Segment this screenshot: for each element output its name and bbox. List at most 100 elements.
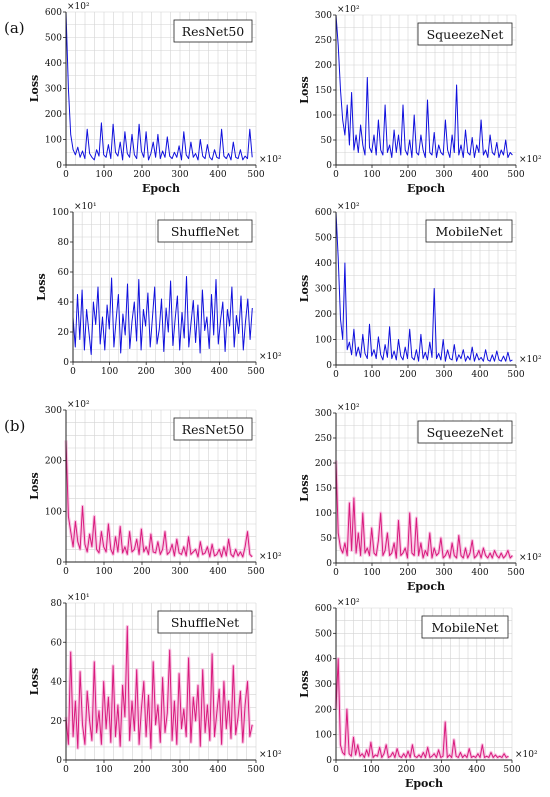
y-tick-label: 200 <box>315 61 332 71</box>
x-tick-label: 0 <box>70 367 76 377</box>
x-tick-label: 500 <box>247 367 264 377</box>
x-tick-label: 0 <box>63 567 69 577</box>
title-box <box>417 420 513 444</box>
y-tick-label: 300 <box>45 406 62 416</box>
x-axis-title: Epoch <box>142 182 180 195</box>
y-axis-title: Loss <box>298 474 311 501</box>
y-tick-label: 600 <box>315 208 332 218</box>
y-tick-label: 250 <box>315 434 332 444</box>
section-label-a: (a) <box>4 19 25 37</box>
y-tick-label: 80 <box>51 599 63 609</box>
y-tick-label: 200 <box>315 459 332 469</box>
y-tick-label: 50 <box>321 136 333 146</box>
x-multiplier-label: ×10² <box>259 750 282 760</box>
y-tick-label: 200 <box>315 310 332 320</box>
chart-b-squeezenet: 0 50 100 150 200 250 300 0 100 200 300 400 500 ×10² ×1… <box>298 403 542 593</box>
x-tick-label: 0 <box>63 765 69 775</box>
x-tick-label: 500 <box>507 370 524 380</box>
y-tick-label: 200 <box>315 705 332 715</box>
x-tick-label: 100 <box>101 367 118 377</box>
y-tick-label: 100 <box>315 731 332 741</box>
title-box <box>157 219 253 243</box>
y-tick-label: 100 <box>315 509 332 519</box>
series-line <box>335 658 509 758</box>
chart-title: SqueezeNet <box>427 425 504 440</box>
title-box <box>425 219 513 243</box>
x-multiplier-label: ×10² <box>515 750 538 760</box>
chart-title: MobileNet <box>435 224 502 239</box>
y-tick-label: 100 <box>315 336 332 346</box>
y-tick-label: 200 <box>45 110 62 120</box>
y-multiplier-label: ×10² <box>337 5 360 15</box>
x-tick-label: 300 <box>171 170 188 180</box>
y-tick-label: 80 <box>58 238 70 248</box>
x-multiplier-label: ×10² <box>259 155 282 165</box>
y-tick-label: 0 <box>326 756 332 766</box>
y-tick-label: 300 <box>45 85 62 95</box>
x-tick-label: 400 <box>209 567 226 577</box>
y-tick-label: 600 <box>315 604 332 614</box>
y-tick-label: 250 <box>315 36 332 46</box>
x-tick-label: 0 <box>333 765 339 775</box>
y-tick-label: 100 <box>45 136 62 146</box>
x-tick-label: 300 <box>435 370 452 380</box>
x-tick-label: 500 <box>247 170 264 180</box>
chart-b-resnet50: 0 100 200 300 0 100 200 300 400 500 ×10² ×10² Loss Re… <box>28 400 282 577</box>
title-box <box>173 19 253 43</box>
y-tick-label: 0 <box>56 558 62 568</box>
x-multiplier-label: ×10² <box>519 155 542 165</box>
chart-a-squeezenet: 0 50 100 150 200 250 300 0 100 200 300 400 500 ×10² ×1… <box>298 5 542 195</box>
y-tick-label: 100 <box>45 507 62 517</box>
chart-title: ResNet50 <box>182 422 245 437</box>
x-tick-label: 200 <box>138 367 155 377</box>
y-tick-label: 20 <box>58 328 70 338</box>
chart-title: ResNet50 <box>182 24 245 39</box>
x-axis-title: Epoch <box>405 777 443 790</box>
x-tick-label: 400 <box>468 765 485 775</box>
y-multiplier-label: ×10² <box>67 2 90 12</box>
y-multiplier-label: ×10¹ <box>74 202 97 212</box>
y-tick-label: 40 <box>51 678 63 688</box>
x-tick-label: 400 <box>471 170 488 180</box>
x-tick-label: 100 <box>363 765 380 775</box>
x-tick-label: 500 <box>247 765 264 775</box>
x-tick-label: 300 <box>433 765 450 775</box>
y-tick-label: 0 <box>326 559 332 569</box>
y-multiplier-label: ×10² <box>67 400 90 410</box>
y-tick-label: 500 <box>315 629 332 639</box>
x-tick-label: 200 <box>399 170 416 180</box>
y-multiplier-label: ×10² <box>337 598 360 608</box>
x-tick-label: 100 <box>363 568 380 578</box>
y-axis-title: Loss <box>298 670 311 697</box>
y-tick-label: 600 <box>45 8 62 18</box>
chart-title: SqueezeNet <box>427 27 504 42</box>
y-tick-label: 150 <box>315 484 332 494</box>
x-axis-title: Epoch <box>407 182 445 195</box>
x-axis-title: Epoch <box>407 580 445 593</box>
x-multiplier-label: ×10² <box>519 553 542 563</box>
y-tick-label: 500 <box>315 234 332 244</box>
x-tick-label: 200 <box>399 370 416 380</box>
x-tick-label: 100 <box>363 170 380 180</box>
chart-title: ShuffleNet <box>171 615 239 630</box>
y-tick-label: 0 <box>63 358 69 368</box>
x-tick-label: 500 <box>507 170 524 180</box>
y-tick-label: 100 <box>52 208 69 218</box>
x-tick-label: 400 <box>471 370 488 380</box>
x-tick-label: 500 <box>507 568 524 578</box>
y-tick-label: 0 <box>56 161 62 171</box>
x-tick-label: 0 <box>333 170 339 180</box>
x-tick-label: 400 <box>209 170 226 180</box>
x-tick-label: 0 <box>333 568 339 578</box>
title-box <box>417 22 513 46</box>
x-multiplier-label: ×10² <box>259 352 282 362</box>
x-tick-label: 200 <box>133 567 150 577</box>
x-tick-label: 300 <box>171 567 188 577</box>
x-tick-label: 200 <box>133 170 150 180</box>
y-axis-title: Loss <box>28 668 41 695</box>
y-tick-label: 200 <box>45 457 62 467</box>
series-line <box>335 460 513 559</box>
x-tick-label: 400 <box>471 568 488 578</box>
